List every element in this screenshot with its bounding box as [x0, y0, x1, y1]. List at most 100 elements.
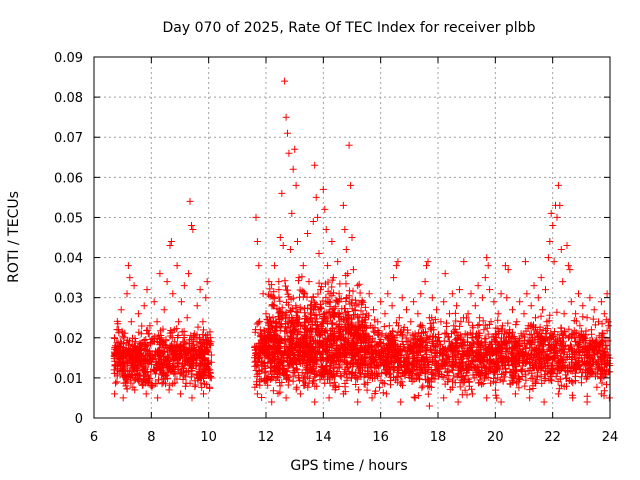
data-point	[293, 314, 301, 321]
data-point	[561, 328, 568, 336]
data-point	[532, 314, 539, 322]
data-point	[113, 378, 121, 386]
data-point	[329, 353, 337, 361]
data-point	[542, 326, 550, 334]
data-point	[289, 364, 297, 372]
data-point	[335, 363, 343, 371]
data-point	[384, 349, 392, 357]
data-point	[489, 350, 496, 358]
data-point	[261, 328, 268, 336]
data-point	[569, 394, 577, 402]
data-point	[443, 372, 451, 379]
data-point	[434, 338, 442, 346]
data-point	[403, 306, 410, 314]
data-point	[114, 365, 122, 373]
data-point	[311, 373, 319, 381]
data-point	[583, 351, 591, 358]
data-point	[326, 367, 334, 375]
data-point	[294, 238, 301, 245]
data-point	[587, 326, 595, 334]
x-tick-label: 24	[602, 430, 619, 445]
data-point	[130, 282, 138, 290]
data-point	[153, 335, 161, 342]
data-point	[526, 366, 534, 374]
data-point	[184, 368, 192, 376]
data-point	[364, 379, 372, 387]
data-point	[526, 354, 534, 362]
data-point	[538, 355, 546, 363]
data-point	[534, 369, 541, 377]
data-point	[189, 359, 197, 367]
data-point	[394, 258, 402, 266]
data-point	[305, 374, 313, 382]
data-point	[328, 343, 336, 351]
data-point	[573, 366, 580, 373]
data-point	[527, 302, 535, 310]
data-point	[166, 329, 174, 337]
data-point	[335, 329, 343, 337]
data-point	[346, 360, 354, 367]
data-point	[272, 318, 280, 326]
data-point	[326, 303, 334, 311]
data-point	[201, 380, 208, 388]
data-point	[415, 342, 423, 350]
data-point	[271, 338, 279, 346]
data-point	[365, 348, 372, 356]
data-point	[284, 129, 291, 137]
data-point	[255, 262, 263, 270]
data-point	[275, 336, 283, 344]
data-point	[456, 286, 463, 294]
data-point	[478, 294, 486, 302]
data-point	[203, 338, 211, 346]
data-point	[375, 350, 383, 358]
data-point	[341, 365, 349, 373]
data-point	[512, 360, 520, 368]
data-point	[342, 337, 350, 345]
y-tick-label: 0.09	[54, 51, 83, 66]
data-point	[354, 320, 362, 328]
data-point	[433, 306, 441, 314]
data-point	[532, 357, 540, 365]
data-point	[322, 362, 330, 370]
data-point	[309, 293, 317, 301]
data-point	[276, 234, 284, 241]
data-point	[470, 354, 478, 362]
data-point	[309, 336, 317, 344]
data-point	[131, 386, 139, 394]
data-point	[547, 346, 555, 354]
data-point	[127, 318, 135, 326]
data-point	[531, 360, 539, 368]
data-point	[458, 391, 466, 399]
data-point	[495, 352, 503, 360]
data-point	[426, 333, 434, 341]
data-point	[326, 290, 334, 298]
data-point	[342, 280, 350, 288]
data-point	[207, 338, 215, 346]
data-point	[453, 373, 461, 381]
data-point	[176, 343, 184, 351]
data-point	[420, 354, 428, 362]
data-point	[178, 328, 186, 336]
y-tick-label: 0.05	[54, 211, 83, 226]
data-point	[490, 349, 498, 357]
data-point	[341, 305, 349, 312]
data-point	[459, 378, 467, 386]
data-point	[533, 346, 541, 354]
data-point	[526, 394, 534, 402]
data-point	[336, 335, 344, 343]
data-point	[371, 316, 379, 324]
data-point	[379, 389, 387, 397]
data-point	[382, 390, 390, 398]
data-point	[440, 394, 448, 402]
data-point	[172, 354, 180, 362]
data-point	[581, 359, 589, 367]
data-point	[468, 390, 476, 398]
data-point	[283, 375, 291, 383]
data-point	[393, 346, 401, 354]
data-point	[578, 327, 586, 335]
data-point	[401, 358, 409, 366]
data-point	[274, 313, 282, 320]
data-point	[450, 358, 457, 366]
data-point	[566, 266, 574, 274]
data-point	[400, 354, 408, 362]
